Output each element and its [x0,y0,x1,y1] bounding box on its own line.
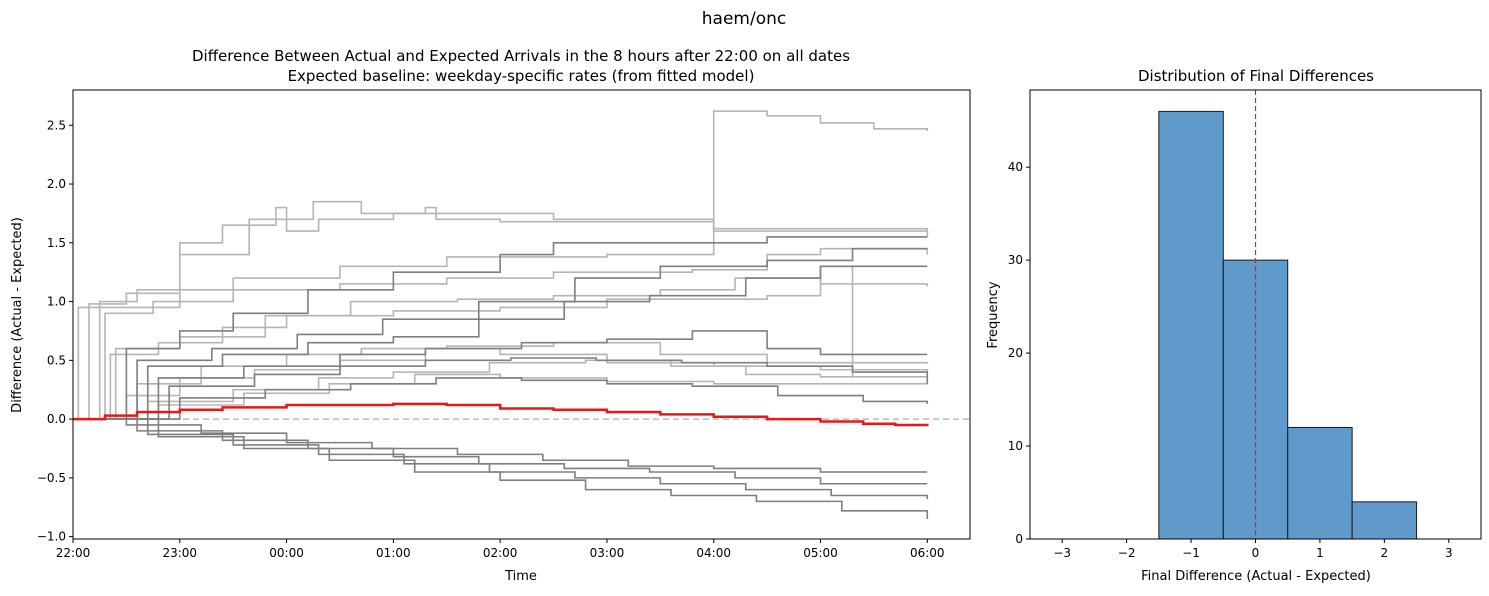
left-x-tick-label-4: 02:00 [483,546,518,560]
left-x-tick-label-0: 22:00 [56,546,91,560]
left-y-tick-label-3: 0.5 [47,353,66,367]
right-x-tick-label-2: −1 [1182,546,1200,560]
left-y-tick-label-2: 0.0 [47,412,66,426]
date-difference-line-2 [73,110,929,420]
right-y-axis-label: Frequency [986,281,1001,348]
left-x-tick-label-3: 01:00 [376,546,411,560]
final-difference-histogram: Distribution of Final Differences −3 −2 −1… [986,67,1482,584]
right-y-tick-label-1: 10 [1008,439,1023,453]
left-y-tick-label-1: −0.5 [37,471,66,485]
date-difference-line-5 [73,265,854,420]
left-x-axis-label: Time [504,569,537,584]
left-plot-area: 22:00 23:00 00:00 01:00 02:00 03:00 04:00 05:00… [37,89,971,560]
left-x-tick-label-1: 23:00 [162,546,197,560]
right-x-tick-label-6: 3 [1445,546,1453,560]
left-x-tick-label-7: 05:00 [803,546,838,560]
date-difference-line-1 [73,206,929,420]
date-difference-line-3 [73,247,929,420]
histogram-bar-2 [1287,426,1353,540]
date-difference-line-15 [73,377,929,420]
histogram-bar-0 [1158,110,1224,540]
left-y-tick-label-0: −1.0 [37,530,66,544]
right-x-tick-label-4: 1 [1316,546,1324,560]
right-y-tick-label-2: 20 [1008,346,1023,360]
right-y-tick-label-0: 0 [1015,532,1023,546]
right-chart-title: Distribution of Final Differences [1138,67,1374,85]
right-y-tick-label-4: 40 [1008,160,1023,174]
right-y-tick-label-3: 30 [1008,253,1023,267]
left-y-tick-label-4: 1.0 [47,295,66,309]
left-x-tick-label-2: 00:00 [269,546,304,560]
date-difference-line-17 [73,418,928,485]
left-x-tick-label-6: 04:00 [696,546,731,560]
right-x-tick-label-0: −3 [1053,546,1071,560]
left-y-axis-label: Difference (Actual - Expected) [10,217,25,413]
histogram-bar-3 [1351,501,1418,540]
date-difference-line-14 [73,357,929,420]
date-difference-line-11 [73,247,928,420]
left-chart-subtitle: Expected baseline: weekday-specific rate… [288,67,755,85]
figure-suptitle: haem/onc [702,9,786,29]
right-x-tick-label-1: −2 [1118,546,1136,560]
left-plot-frame [72,89,971,540]
time-difference-chart: Difference Between Actual and Expected A… [10,47,971,584]
left-chart-title: Difference Between Actual and Expected A… [192,47,850,65]
date-difference-line-16 [73,418,928,473]
date-difference-line-12 [73,265,928,420]
left-x-tick-label-5: 03:00 [590,546,625,560]
left-y-tick-label-7: 2.5 [47,118,66,132]
mean-difference-line [73,402,929,427]
left-x-tick-label-8: 06:00 [910,546,945,560]
date-difference-line-10 [73,236,928,420]
right-x-axis-label: Final Difference (Actual - Expected) [1141,569,1371,584]
right-x-tick-label-5: 2 [1381,546,1389,560]
date-difference-line-9 [73,373,928,420]
date-difference-line-13 [73,330,928,420]
right-x-tick-label-3: 0 [1252,546,1260,560]
left-y-tick-label-6: 2.0 [47,177,66,191]
date-difference-line-19 [73,418,929,520]
left-y-tick-label-5: 1.5 [47,236,66,250]
